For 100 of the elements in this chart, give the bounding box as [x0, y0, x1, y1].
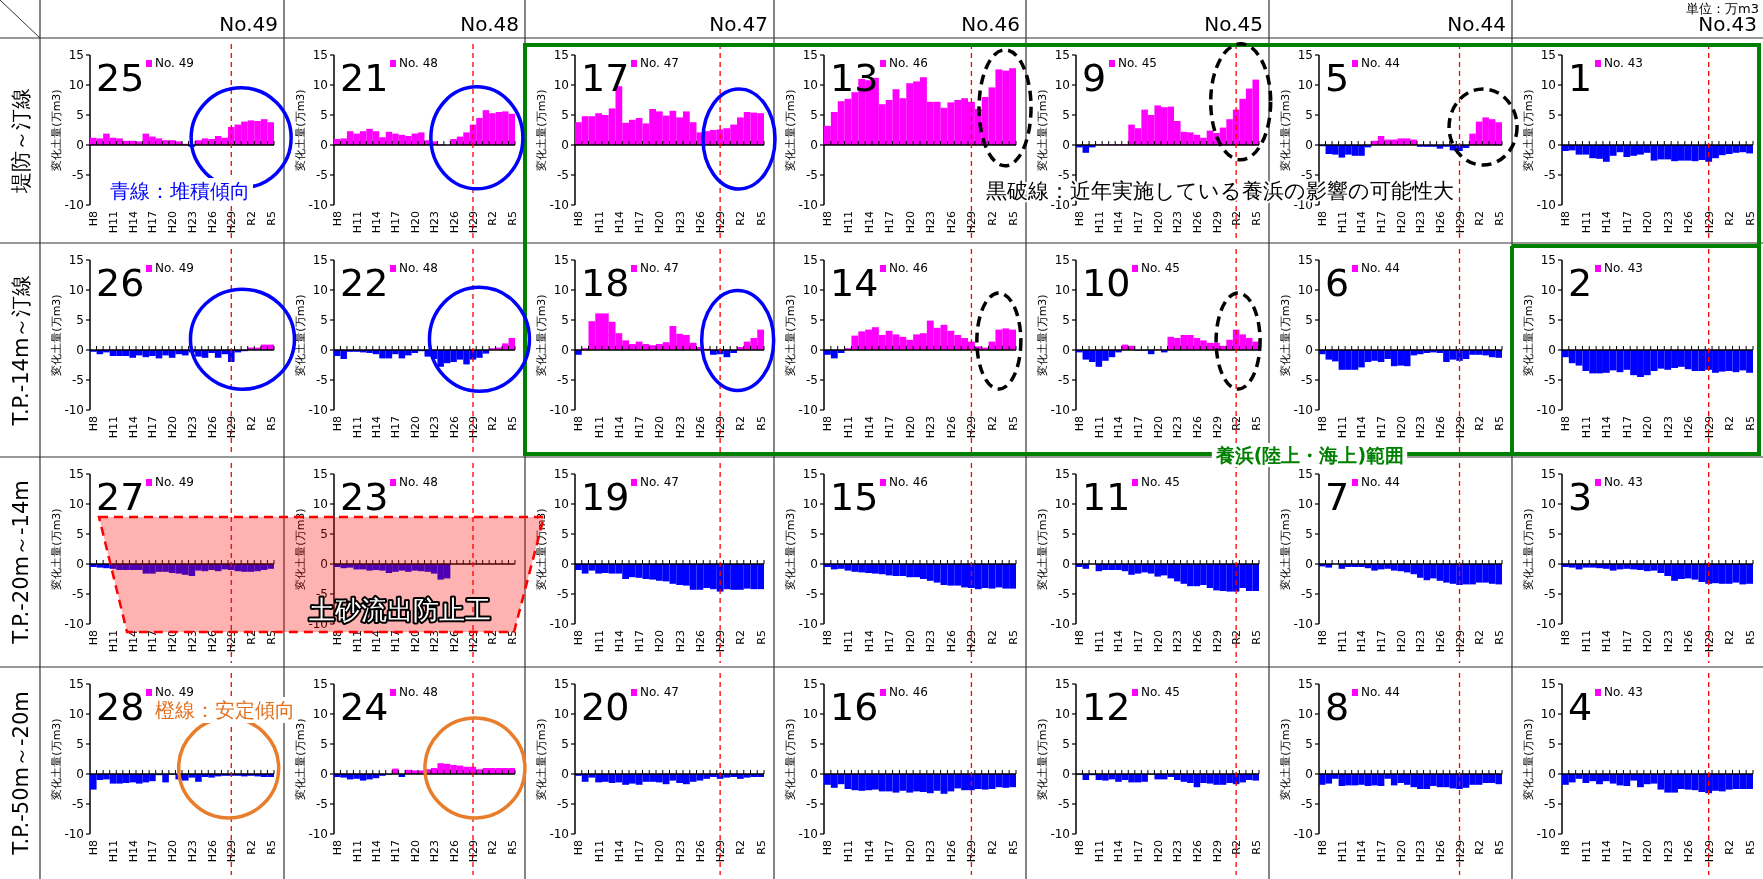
annotation: 18: [581, 261, 630, 305]
legend-label: No. 48: [399, 685, 439, 699]
legend: No. 47: [631, 56, 679, 70]
x-tick-label: H26: [1433, 630, 1447, 653]
x-tick-label: H23: [673, 416, 687, 439]
x-tick-label: H29: [1210, 416, 1224, 439]
chart-title: No.48: [460, 12, 519, 36]
legend: No. 44: [1352, 261, 1400, 275]
x-tick-label: H17: [883, 630, 897, 653]
x-tick-label: H23: [185, 416, 199, 439]
x-tick-label: H11: [1579, 630, 1593, 653]
y-tick-label: 15: [68, 253, 84, 267]
x-tick-label: R5: [1249, 840, 1263, 855]
annotation: 青線：堆積傾向: [110, 179, 250, 203]
y-tick-label: 10: [802, 283, 818, 297]
x-tick-label: R5: [1006, 211, 1020, 226]
y-tick-label: 5: [1305, 737, 1313, 751]
x-tick-label: H11: [1579, 416, 1593, 439]
x-tick-label: H11: [842, 416, 855, 439]
annotation: 2: [1568, 261, 1593, 305]
x-tick-label: H14: [1112, 416, 1126, 439]
x-tick-label: H29: [225, 416, 239, 439]
x-tick-label: H26: [1682, 211, 1696, 234]
x-tick-label: H20: [653, 416, 667, 439]
y-tick-label: 10: [1054, 283, 1070, 297]
x-tick-label: H29: [466, 211, 480, 234]
x-tick-label: H11: [842, 840, 855, 863]
x-tick-label: H14: [1112, 211, 1126, 234]
y-tick-label: 0: [76, 557, 84, 571]
legend-label: No. 48: [399, 261, 439, 275]
y-axis-title: 変化土量(万m3): [1522, 508, 1535, 590]
x-tick-label: H29: [1210, 630, 1224, 653]
legend: No. 46: [880, 475, 928, 489]
x-tick-label: H14: [126, 840, 140, 863]
x-tick-label: H14: [862, 416, 876, 439]
y-tick-label: 10: [1054, 78, 1070, 92]
chart-title: No.44: [1447, 12, 1506, 36]
x-tick-label: H14: [612, 416, 626, 439]
x-tick-label: H26: [1190, 211, 1204, 234]
x-tick-label: R2: [986, 840, 999, 855]
legend: No. 46: [880, 56, 928, 70]
x-tick-label: H17: [389, 416, 403, 439]
x-tick-label: H8: [331, 211, 345, 227]
y-tick-label: 5: [1062, 108, 1070, 122]
y-tick-label: 5: [1062, 737, 1070, 751]
x-tick-label: H11: [350, 630, 364, 653]
y-tick-label: 0: [76, 343, 84, 357]
y-tick-label: 0: [810, 343, 818, 357]
x-tick-label: H20: [1151, 416, 1165, 439]
x-tick-label: H8: [1073, 630, 1087, 646]
y-tick-label: -5: [72, 797, 84, 811]
y-tick-label: 0: [1548, 343, 1556, 357]
x-tick-label: H29: [965, 211, 979, 234]
x-tick-label: R5: [505, 840, 519, 855]
x-tick-label: H23: [185, 211, 199, 234]
x-tick-label: H17: [1375, 630, 1389, 653]
y-tick-label: 15: [312, 467, 328, 481]
x-tick-label: H17: [883, 211, 897, 234]
x-tick-label: R5: [1492, 416, 1506, 431]
x-tick-label: H11: [1092, 416, 1106, 439]
x-tick-label: H26: [693, 840, 707, 863]
y-tick-label: 10: [1297, 283, 1313, 297]
legend: No. 45: [1132, 261, 1180, 275]
y-axis-title: 変化土量(万m3): [1036, 294, 1049, 376]
y-tick-label: -10: [64, 617, 84, 631]
x-tick-label: H8: [1316, 630, 1330, 646]
x-tick-label: H8: [572, 211, 586, 227]
y-tick-label: 5: [1305, 527, 1313, 541]
text: 単位：万m3: [1686, 1, 1759, 16]
x-tick-label: R2: [986, 630, 999, 645]
x-tick-label: H20: [653, 630, 667, 653]
x-tick-label: H14: [126, 211, 140, 234]
x-tick-label: H8: [1073, 211, 1087, 227]
x-tick-label: H29: [1210, 840, 1224, 863]
x-tick-label: H26: [205, 630, 219, 653]
x-tick-label: R5: [1743, 211, 1757, 226]
y-tick-label: 0: [320, 138, 328, 152]
y-axis-title: 変化土量(万m3): [294, 89, 307, 171]
x-tick-label: H11: [842, 211, 855, 234]
y-tick-label: 15: [802, 677, 818, 691]
x-tick-label: H14: [1600, 416, 1614, 439]
x-tick-label: H23: [1171, 416, 1185, 439]
x-tick-label: R2: [986, 211, 999, 226]
x-tick-label: H23: [1171, 840, 1185, 863]
y-axis-title: 変化土量(万m3): [535, 294, 548, 376]
x-tick-label: R2: [1230, 211, 1244, 226]
x-tick-label: H14: [1355, 840, 1369, 863]
y-tick-label: -10: [798, 198, 818, 212]
legend: No. 49: [146, 56, 194, 70]
x-tick-label: H11: [1579, 211, 1593, 234]
x-tick-label: H17: [389, 630, 403, 653]
x-tick-label: H20: [653, 211, 667, 234]
x-tick-label: R2: [245, 211, 258, 226]
x-tick-label: H14: [612, 840, 626, 863]
x-tick-label: H23: [1414, 840, 1428, 863]
x-tick-label: H14: [1355, 630, 1369, 653]
chart-title: No.45: [1204, 12, 1263, 36]
y-tick-label: 0: [561, 767, 569, 781]
y-tick-label: 10: [1297, 707, 1313, 721]
y-tick-label: 10: [312, 78, 328, 92]
